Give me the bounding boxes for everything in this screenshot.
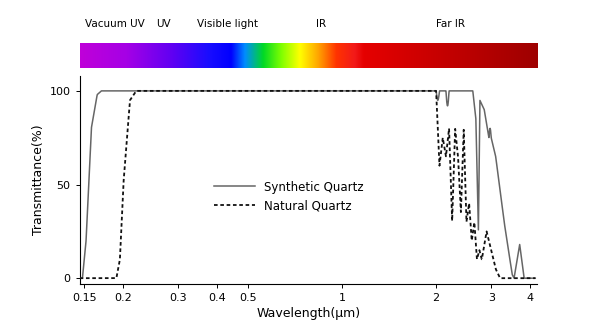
Legend: Synthetic Quartz, Natural Quartz: Synthetic Quartz, Natural Quartz: [209, 176, 369, 217]
Natural Quartz: [250, 89, 257, 93]
Y-axis label: Transmittance(%): Transmittance(%): [32, 124, 45, 235]
Natural Quartz: [532, 276, 539, 280]
Natural Quartz: [451, 150, 458, 154]
Text: UV: UV: [156, 19, 171, 29]
Synthetic Quartz: [451, 89, 458, 93]
Synthetic Quartz: [416, 89, 423, 93]
Synthetic Quartz: [76, 276, 83, 280]
Line: Natural Quartz: Natural Quartz: [80, 91, 535, 278]
Text: Visible light: Visible light: [196, 19, 258, 29]
Natural Quartz: [416, 89, 423, 93]
Natural Quartz: [76, 276, 83, 280]
Natural Quartz: [349, 89, 356, 93]
Text: IR: IR: [316, 19, 326, 29]
Text: Far IR: Far IR: [435, 19, 464, 29]
Synthetic Quartz: [349, 89, 356, 93]
Natural Quartz: [372, 89, 379, 93]
Synthetic Quartz: [159, 89, 166, 93]
Text: Vacuum UV: Vacuum UV: [85, 19, 145, 29]
Synthetic Quartz: [532, 276, 539, 280]
X-axis label: Wavelength(μm): Wavelength(μm): [256, 307, 360, 320]
Natural Quartz: [133, 89, 140, 93]
Natural Quartz: [159, 89, 166, 93]
Synthetic Quartz: [98, 89, 105, 93]
Synthetic Quartz: [372, 89, 379, 93]
Synthetic Quartz: [250, 89, 257, 93]
Line: Synthetic Quartz: Synthetic Quartz: [80, 91, 535, 278]
